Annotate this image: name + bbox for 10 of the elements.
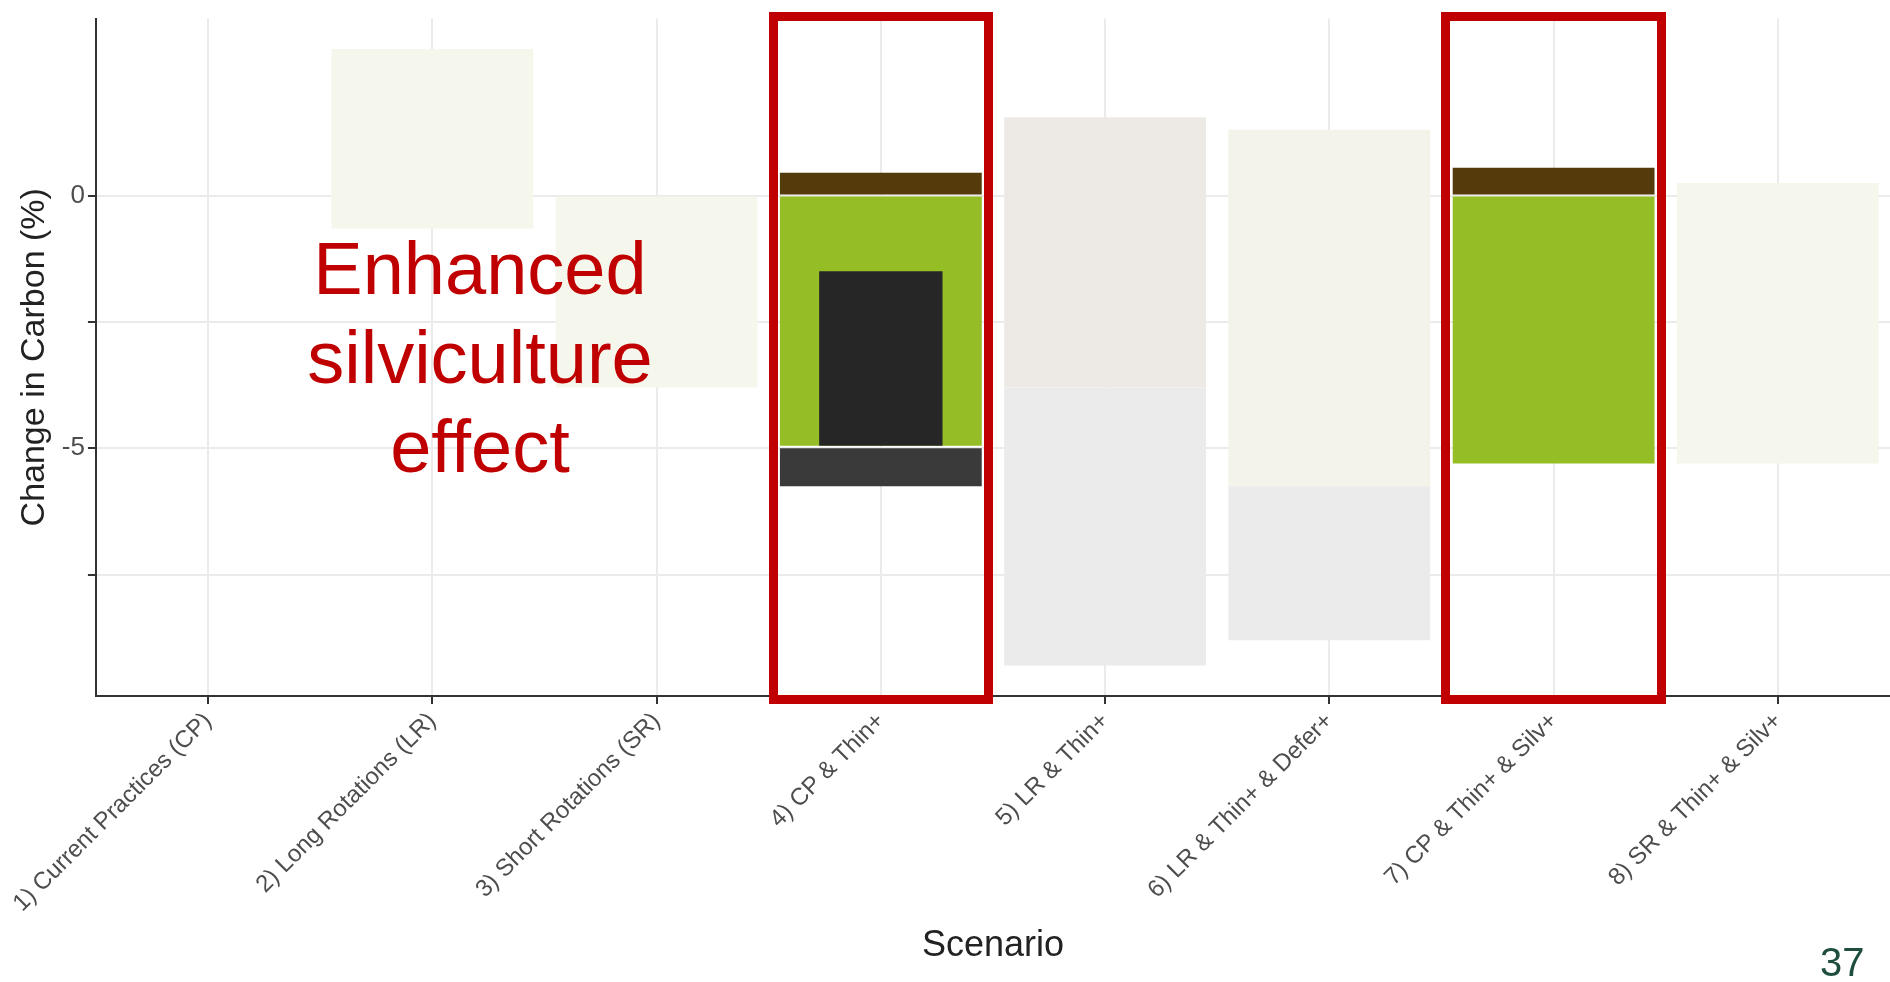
y-axis-title: Change in Carbon (%) [12, 188, 51, 527]
bar [779, 172, 982, 195]
bar [779, 448, 982, 487]
annotation: Enhanced silviculture effect [306, 226, 654, 490]
bar [1452, 167, 1655, 195]
text: 37 [1820, 940, 1865, 982]
x-axis-title: Scenario [921, 923, 1065, 965]
y-tick-label: -5 [61, 431, 85, 462]
bar [819, 271, 943, 446]
y-tick-label: 0 [70, 178, 85, 209]
